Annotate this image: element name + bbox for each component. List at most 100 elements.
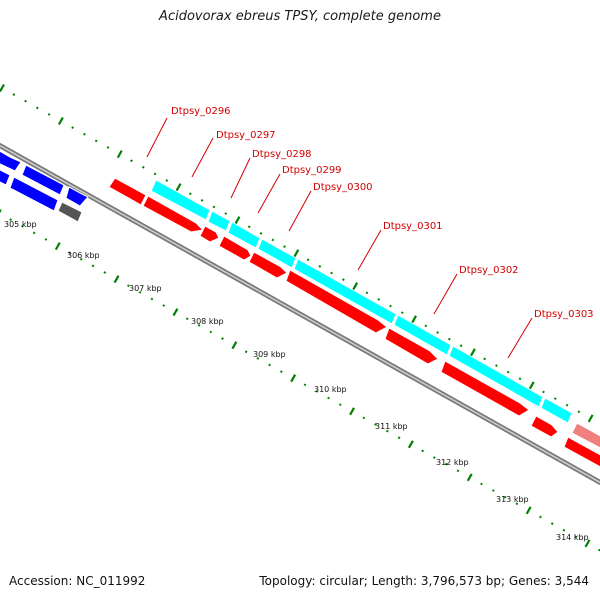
gene-dtpsy-0299[interactable] [227, 221, 261, 249]
ruler-major-tick [113, 275, 120, 284]
ruler-minor-tick [224, 212, 228, 215]
gene-label[interactable]: Dtpsy_0298 [252, 149, 312, 160]
gene-feature-grey[interactable] [57, 201, 83, 223]
ruler-major-tick [587, 414, 594, 423]
gene-reverse[interactable] [248, 251, 288, 279]
inner-ruler-ticks [0, 209, 600, 552]
ruler-major-tick [172, 308, 179, 317]
gene-dtpsy-0302-a[interactable] [393, 314, 452, 356]
ruler-major-tick [411, 315, 417, 324]
ruler-minor-tick [268, 363, 271, 367]
ruler-minor-tick [424, 324, 428, 328]
gene-label[interactable]: Dtpsy_0303 [534, 309, 594, 320]
ruler-minor-tick [506, 370, 510, 374]
left-gene-group [0, 149, 89, 223]
ruler-minor-tick [397, 436, 401, 440]
ruler-major-tick [0, 83, 5, 93]
ruler-minor-tick [153, 172, 157, 176]
ruler-major-tick [528, 381, 535, 390]
ruler-minor-tick [47, 113, 51, 116]
ruler-minor-tick [421, 449, 425, 453]
ruler-minor-tick [21, 224, 24, 228]
gene-reverse[interactable] [285, 269, 388, 334]
gene-label[interactable]: Dtpsy_0296 [171, 106, 231, 117]
ruler-minor-tick [185, 317, 189, 321]
ruler-minor-tick [44, 238, 48, 241]
ruler-minor-tick [209, 330, 213, 334]
gene-reverse[interactable] [563, 436, 600, 470]
ruler-minor-tick [283, 245, 286, 248]
ruler-minor-tick [386, 429, 389, 433]
gene-dtpsy-0297[interactable] [150, 179, 211, 221]
gene-dtpsy-0300[interactable] [257, 238, 297, 269]
ruler-minor-tick [436, 331, 439, 334]
gene-dtpsy-0302-b[interactable] [448, 345, 544, 408]
gene-dtpsy-0301[interactable] [293, 258, 397, 325]
ruler-minor-tick [197, 323, 201, 327]
ruler-minor-tick [448, 337, 451, 341]
gene-feature-blue[interactable] [21, 164, 65, 196]
outer-ruler-ticks [0, 83, 594, 423]
gene-feature-blue[interactable] [0, 149, 22, 172]
gene-dtpsy-0296[interactable] [108, 177, 147, 206]
ruler-minor-tick [306, 258, 310, 262]
gene-label[interactable]: Dtpsy_0301 [383, 221, 443, 232]
ruler-minor-tick [71, 126, 74, 130]
ruler-major-tick [293, 249, 300, 258]
gene-reverse[interactable] [142, 195, 205, 233]
gene-reverse[interactable] [440, 360, 530, 417]
ruler-minor-tick [330, 271, 333, 275]
gene-label[interactable]: Dtpsy_0297 [216, 130, 276, 141]
gene-pseudo[interactable] [571, 422, 600, 451]
gene-dtpsy-0303[interactable] [540, 397, 573, 424]
gene-feature-blue[interactable] [65, 186, 89, 207]
gene-labels: Dtpsy_0296 Dtpsy_0297 Dtpsy_0298 Dtpsy_0… [171, 106, 594, 320]
ruler-major-tick [234, 216, 241, 225]
ruler-minor-tick [94, 139, 98, 143]
kbp-label: 306 kbp [67, 251, 100, 260]
ruler-minor-tick [12, 93, 16, 96]
ruler-minor-tick [244, 350, 248, 354]
gene-reverse[interactable] [199, 225, 220, 243]
ruler-minor-tick [189, 192, 192, 196]
gene-reverse[interactable] [218, 235, 252, 261]
ruler-minor-tick [456, 469, 460, 473]
ruler-minor-tick [542, 390, 545, 394]
ruler-minor-tick [138, 290, 142, 294]
ruler-minor-tick [127, 284, 130, 288]
ruler-major-tick [407, 440, 414, 449]
gene-label[interactable]: Dtpsy_0300 [313, 182, 373, 193]
ruler-major-tick [231, 341, 238, 350]
ruler-minor-tick [539, 515, 542, 519]
ruler-minor-tick [495, 364, 498, 367]
gene-label[interactable]: Dtpsy_0302 [459, 265, 519, 276]
ruler-minor-tick [553, 397, 557, 400]
ruler-minor-tick [515, 502, 519, 506]
ruler-minor-tick [318, 265, 322, 268]
ruler-minor-tick [162, 304, 166, 307]
kbp-label: 305 kbp [4, 220, 37, 229]
gene-label-leaders [146, 117, 533, 359]
ruler-minor-tick [338, 403, 342, 406]
ruler-minor-tick [150, 297, 154, 301]
ruler-minor-tick [377, 298, 381, 301]
ruler-minor-tick [562, 528, 566, 532]
gene-feature-blue[interactable] [9, 176, 59, 212]
kbp-label: 310 kbp [314, 385, 347, 394]
ruler-minor-tick [503, 495, 507, 499]
ruler-minor-tick [374, 423, 377, 426]
gene-reverse[interactable] [384, 327, 439, 365]
gene-feature-blue[interactable] [0, 168, 11, 186]
ruler-minor-tick [91, 264, 95, 268]
ruler-minor-tick [550, 522, 554, 525]
ruler-minor-tick [130, 159, 133, 163]
gene-label[interactable]: Dtpsy_0299 [282, 165, 342, 176]
ruler-minor-tick [315, 390, 319, 393]
gene-dtpsy-0298[interactable] [207, 210, 231, 232]
ruler-minor-tick [433, 456, 436, 459]
ruler-minor-tick [389, 304, 392, 308]
ruler-major-tick [349, 407, 355, 416]
gene-reverse[interactable] [530, 415, 559, 438]
ruler-major-tick [352, 282, 359, 291]
